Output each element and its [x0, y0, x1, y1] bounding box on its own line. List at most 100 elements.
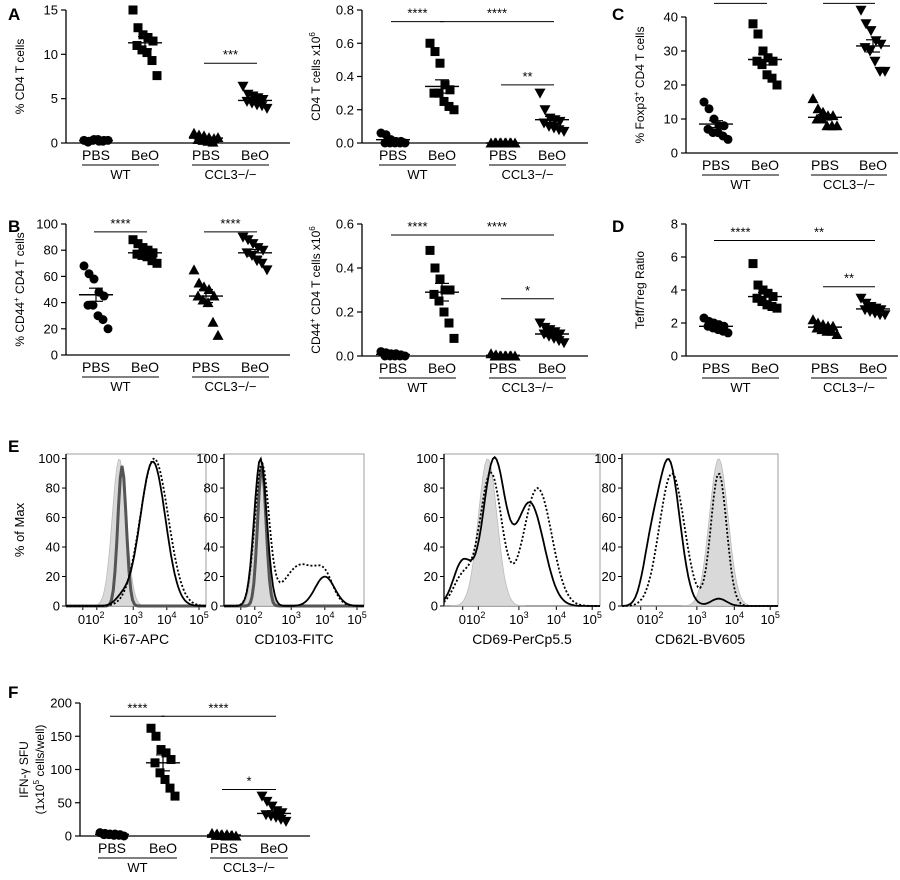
data-point — [440, 80, 450, 90]
group-label: WT — [730, 177, 750, 192]
y-tick-label: 0.6 — [336, 217, 354, 232]
data-point — [723, 328, 733, 338]
category-label: BeO — [260, 840, 288, 856]
category-label: BeO — [538, 360, 566, 376]
data-point — [704, 104, 714, 114]
significance-label: **** — [839, 0, 859, 2]
y-axis-label: % Foxp3+ CD4 T cells — [632, 27, 647, 144]
y-tick-label: 20 — [602, 569, 616, 584]
y-tick-label: 40 — [664, 10, 678, 25]
panel-letter-E: E — [8, 437, 19, 456]
y-tick-label: 80 — [44, 243, 58, 258]
data-point — [439, 307, 449, 317]
data-point — [152, 71, 162, 81]
ccl3-histogram — [443, 471, 600, 607]
y-tick-label: 0 — [51, 136, 58, 151]
y-tick-label: 0.6 — [336, 36, 354, 51]
y-tick-label: 20 — [44, 321, 58, 336]
y-axis-label: % CD44+ CD4 T cells — [12, 232, 27, 346]
data-point — [425, 38, 435, 48]
data-point — [869, 56, 881, 67]
data-point — [752, 56, 762, 66]
group-label: WT — [730, 380, 750, 395]
data-point — [538, 118, 550, 129]
y-tick-label: 0 — [211, 599, 218, 614]
y-tick-label: 4 — [671, 283, 678, 298]
data-point — [99, 291, 109, 301]
group-label: CCL3−/− — [501, 380, 553, 395]
data-point — [160, 774, 170, 784]
category-label: PBS — [379, 147, 407, 163]
data-point — [870, 36, 882, 47]
category-label: BeO — [428, 147, 456, 163]
group-label: WT — [110, 167, 130, 182]
group-label: WT — [407, 167, 427, 182]
scatter-chart-B1: 0 20 40 60 80 100 % CD44+ CD4 T cells PBS BeO PBS… — [12, 216, 290, 394]
category-label: PBS — [192, 359, 220, 375]
category-label: BeO — [859, 360, 887, 376]
y-axis-label: CD44+ CD4 T cells x106 — [308, 226, 323, 354]
data-point — [237, 232, 249, 243]
significance-label: **** — [730, 225, 750, 240]
significance-label: * — [246, 773, 251, 788]
category-label: BeO — [241, 359, 269, 375]
x-tick-labels: 0102 — [78, 610, 105, 627]
y-tick-label: 100 — [416, 451, 438, 466]
group-label: CCL3−/− — [223, 860, 275, 875]
y-tick-label: 100 — [38, 451, 60, 466]
data-point — [539, 105, 551, 116]
scatter-chart-A2: 0.0 0.2 0.4 0.6 0.8 CD4 T cells x106 PBS BeO PBS… — [308, 3, 588, 182]
y-tick-label: 40 — [602, 540, 616, 555]
category-label: PBS — [489, 360, 517, 376]
data-point — [429, 289, 439, 299]
data-point — [440, 285, 450, 295]
plot-frame — [223, 453, 365, 607]
y-tick-label: 30 — [664, 44, 678, 59]
data-point — [128, 235, 138, 245]
category-label: BeO — [538, 147, 566, 163]
data-point — [748, 19, 758, 29]
data-point — [165, 783, 175, 793]
data-point — [865, 26, 877, 37]
data-point — [257, 245, 269, 256]
y-tick-label: 80 — [424, 481, 438, 496]
y-tick-label: 20 — [424, 569, 438, 584]
data-point — [425, 245, 435, 255]
data-point — [439, 96, 449, 106]
significance-label: **** — [407, 219, 427, 234]
data-point — [762, 70, 772, 80]
data-point — [79, 261, 89, 271]
group-label: CCL3−/− — [823, 380, 875, 395]
data-point — [152, 258, 162, 268]
histogram-1: 0 20 40 60 80 100 0102 103 104 105 Ki-67-APC — [38, 451, 208, 647]
histogram-3: 0 20 40 60 80 100 0102 103 104 105 CD69-PerCp5.5 — [416, 451, 602, 647]
significance-label: **** — [110, 216, 130, 231]
beo-histogram — [224, 456, 364, 607]
y-tick-label: 40 — [424, 540, 438, 555]
x-tick-label: 103 — [123, 610, 142, 627]
data-point — [772, 303, 782, 313]
scatter-chart-B2: 0.0 0.2 0.4 0.6 CD44+ CD4 T cells x106 PBS BeO… — [308, 217, 588, 395]
y-tick-label: 0.4 — [336, 261, 354, 276]
y-axis-label: CD4 T cells x106 — [308, 32, 323, 121]
data-point — [103, 324, 113, 334]
category-label: BeO — [131, 147, 159, 163]
group-label: CCL3−/− — [204, 379, 256, 394]
x-tick-label: 103 — [509, 610, 528, 627]
data-point — [768, 56, 778, 66]
ccl3-histogram — [621, 472, 778, 607]
x-axis-label: CD69-PerCp5.5 — [472, 631, 572, 647]
scatter-chart-F: 0 50 100 150 200 IFN-γ SFU(1x105 cells/well) P… — [17, 696, 310, 875]
x-axis-label: CD62L-BV605 — [655, 631, 745, 647]
y-tick-label: 0.2 — [336, 102, 354, 117]
data-point — [748, 259, 758, 269]
data-point — [807, 93, 819, 104]
data-point — [147, 56, 157, 66]
data-point — [558, 338, 570, 349]
beo-histogram — [443, 455, 600, 607]
panel-letter-C: C — [612, 5, 624, 24]
y-tick-label: 0 — [671, 146, 678, 161]
data-point — [445, 85, 455, 95]
y-axis-label: % CD4 T cells — [13, 39, 27, 115]
